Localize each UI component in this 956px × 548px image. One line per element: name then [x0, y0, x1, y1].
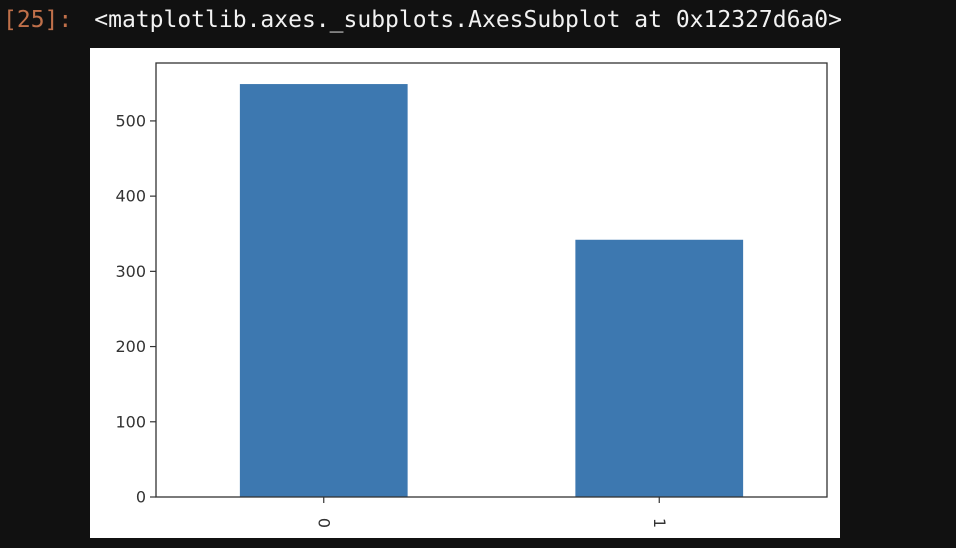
y-tick-label: 200	[115, 337, 146, 356]
y-tick-label: 100	[115, 412, 146, 431]
y-tick-label: 0	[136, 488, 146, 507]
y-tick-label: 300	[115, 262, 146, 281]
x-tick-label: 1	[650, 518, 669, 528]
figure: 0 100 200 300 400 500 0 1	[90, 48, 840, 538]
output-prompt: [25]:	[3, 7, 73, 33]
bar-chart: 0 100 200 300 400 500 0 1	[115, 62, 828, 528]
output-repr: <matplotlib.axes._subplots.AxesSubplot a…	[94, 7, 842, 33]
axes-frame	[155, 62, 828, 498]
y-tick-label: 500	[115, 111, 146, 130]
bar-0	[239, 84, 408, 497]
bar-1	[575, 239, 744, 497]
x-tick-label: 0	[314, 518, 333, 528]
y-tick-label: 400	[115, 187, 146, 206]
output-line: [25]: <matplotlib.axes._subplots.AxesSub…	[0, 3, 842, 37]
